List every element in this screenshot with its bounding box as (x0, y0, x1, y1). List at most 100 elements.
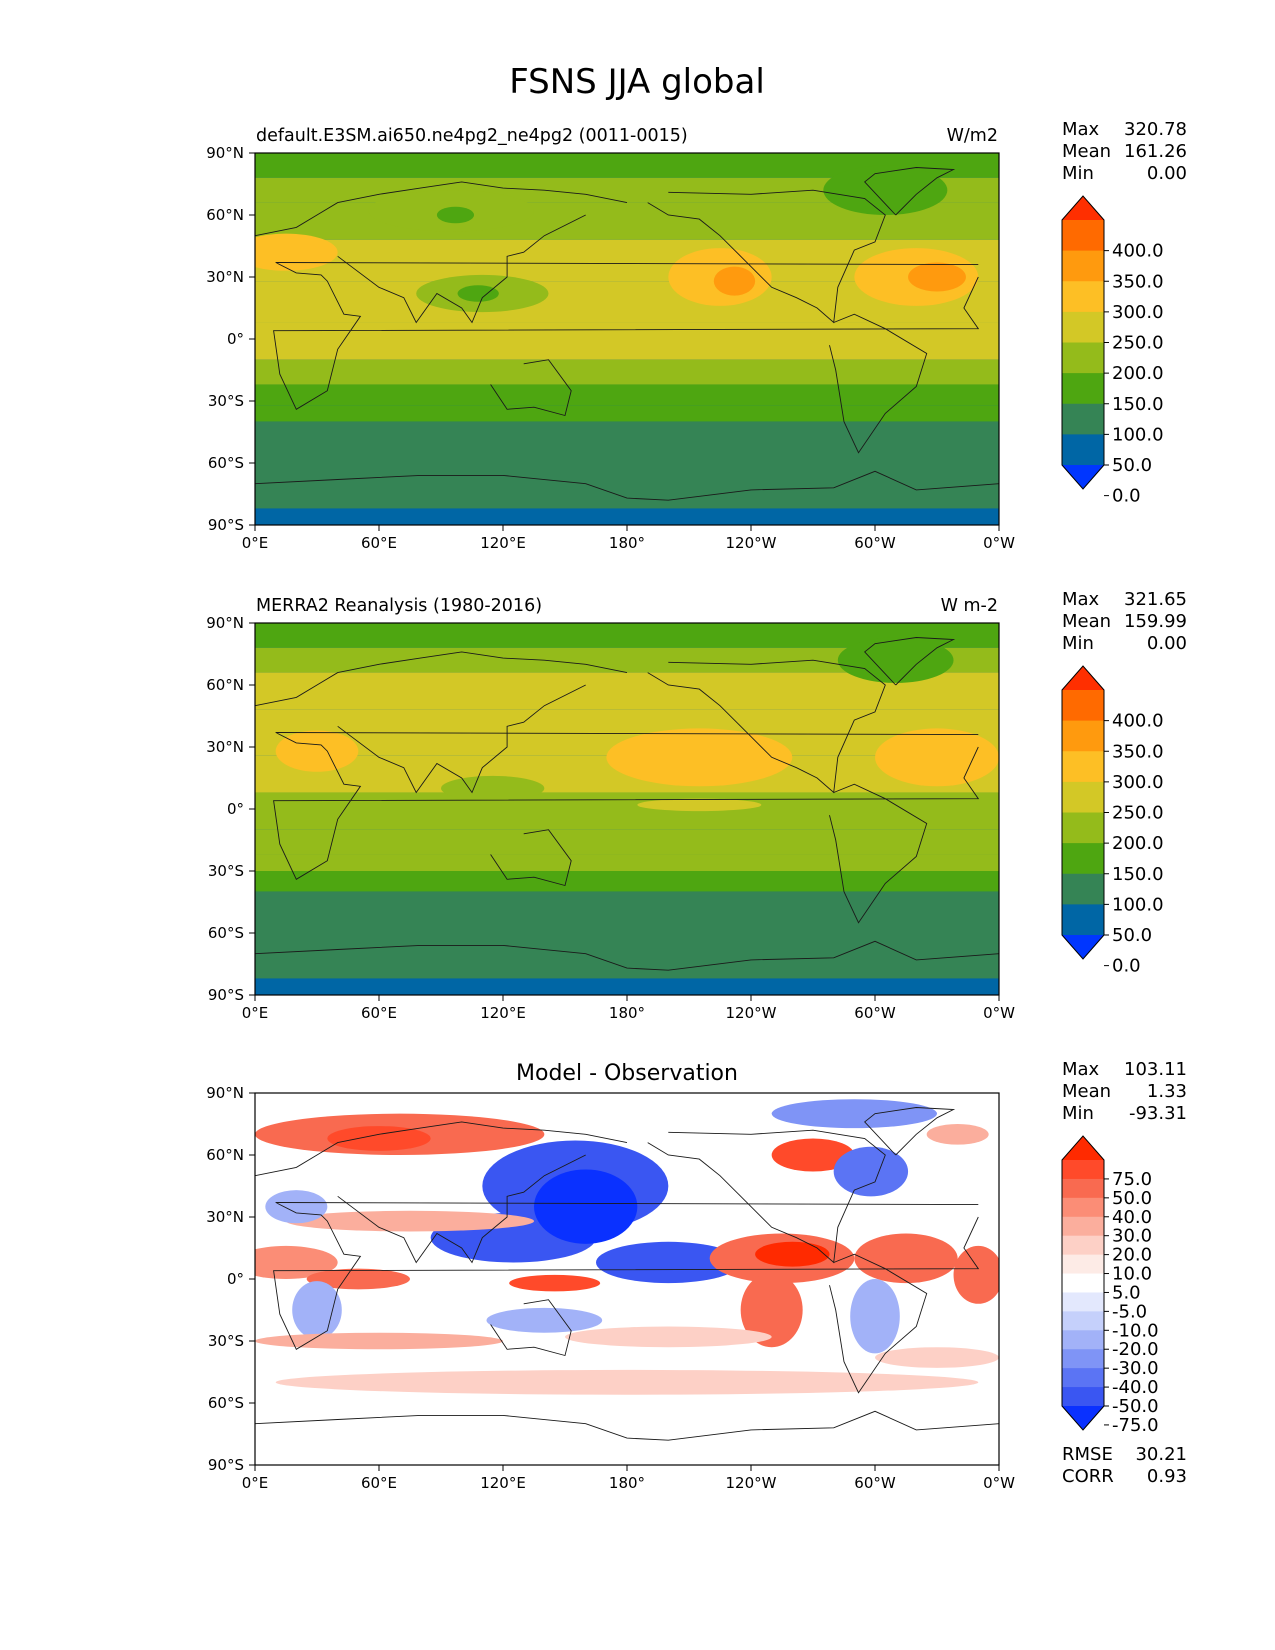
colorbar-label: -5.0 (1112, 1301, 1147, 1322)
panel-obs: MERRA2 Reanalysis (1980-2016) W m-2 90°N… (206, 589, 1187, 1022)
field-region (255, 233, 338, 271)
field-region (265, 1190, 328, 1224)
colorbar-extend-high (1062, 196, 1104, 220)
coastline (273, 732, 980, 880)
stat-min-value: 0.00 (1147, 633, 1187, 654)
field-region (292, 1281, 342, 1339)
lon-tick-label: 120°W (726, 534, 777, 552)
field-region (771, 1099, 937, 1129)
coastline (255, 940, 999, 971)
lon-tick-label: 0°E (242, 1474, 269, 1492)
lat-tick-label: 90°S (208, 1456, 244, 1474)
colorbar-label: 100.0 (1112, 424, 1164, 445)
lat-tick-label: 30°N (206, 738, 244, 756)
zonal-band (255, 829, 999, 855)
lat-ticks-obs: 90°N 60°N 30°N 0° 30°S 60°S 90°S (206, 614, 255, 1004)
lon-ticks-model: 0°E 60°E 120°E 180° 120°W 60°W 0°W (242, 525, 1015, 552)
coastline (829, 313, 928, 454)
lat-tick-label: 60°S (208, 454, 244, 472)
lon-tick-label: 60°W (854, 1474, 896, 1492)
lon-tick-label: 60°E (361, 534, 397, 552)
zonal-band (255, 359, 999, 385)
stats-model: Max 320.78 Mean 161.26 Min 0.00 (1062, 119, 1187, 184)
colorbar-obs: 400.0 350.0 300.0 250.0 200.0 150.0 100.0 50.0 0… (1061, 665, 1164, 977)
colorbar-swatch (1062, 904, 1104, 936)
zonal-band (255, 405, 999, 422)
stat-mean-label: Mean (1062, 611, 1111, 632)
stat-max-label: Max (1062, 589, 1100, 610)
lon-tick-label: 60°W (854, 1004, 896, 1022)
field-region (823, 165, 948, 215)
colorbar-label: 30.0 (1112, 1226, 1152, 1247)
panel-obs-units: W m-2 (941, 596, 998, 616)
error-stats: RMSE 30.21 CORR 0.93 (1062, 1444, 1187, 1487)
field-region (436, 206, 475, 224)
lon-tick-label: 120°E (480, 534, 526, 552)
corr-value: 0.93 (1147, 1466, 1187, 1487)
colorbar-extend-low (1062, 1406, 1104, 1430)
colorbar-extend-low (1062, 465, 1104, 489)
stat-mean-label: Mean (1062, 1081, 1111, 1102)
coastline (829, 783, 928, 924)
colorbar-swatch (1062, 220, 1104, 252)
map-field-model (255, 153, 999, 525)
lat-ticks-diff: 90°N 60°N 30°N 0° 30°S 60°S 90°S (206, 1084, 255, 1474)
colorbar-swatch (1062, 1235, 1104, 1256)
field-region (926, 1124, 989, 1145)
colorbar-swatch (1062, 281, 1104, 313)
coastline (273, 1202, 980, 1350)
colorbar-label: 50.0 (1112, 455, 1152, 476)
field-region (837, 637, 954, 683)
zonal-band (255, 978, 999, 995)
stat-max-value: 320.78 (1124, 119, 1187, 140)
stat-mean-value: 159.99 (1124, 611, 1187, 632)
colorbar-label: 20.0 (1112, 1245, 1152, 1266)
colorbar-swatch (1062, 250, 1104, 282)
lon-tick-label: 0°E (242, 1004, 269, 1022)
stat-max-value: 321.65 (1124, 589, 1187, 610)
colorbar-swatch (1062, 1349, 1104, 1369)
field-region (327, 1126, 431, 1151)
coastline (490, 829, 572, 887)
field-region (486, 1307, 603, 1333)
stat-min-value: 0.00 (1147, 163, 1187, 184)
field-region (771, 1138, 855, 1172)
coastline (864, 167, 956, 216)
lon-tick-label: 120°E (480, 1004, 526, 1022)
colorbar-label: 350.0 (1112, 741, 1164, 762)
colorbar-swatch (1062, 1178, 1104, 1199)
lat-tick-label: 0° (227, 1270, 244, 1288)
colorbar-label: 350.0 (1112, 271, 1164, 292)
zonal-band (255, 421, 999, 509)
lon-tick-label: 60°E (361, 1474, 397, 1492)
coastline (864, 637, 956, 686)
stat-min-label: Min (1062, 633, 1094, 654)
colorbar-label: 75.0 (1112, 1169, 1152, 1190)
field-region (755, 1241, 830, 1267)
lat-tick-label: 0° (227, 800, 244, 818)
colorbar-swatch (1062, 1368, 1104, 1388)
colorbar-extend-high (1062, 1136, 1104, 1160)
lon-tick-label: 120°W (726, 1004, 777, 1022)
zonal-band (255, 322, 999, 360)
lat-tick-label: 30°S (208, 1332, 244, 1350)
lat-tick-label: 90°N (206, 144, 244, 162)
colorbar-swatch (1062, 342, 1104, 374)
lon-tick-label: 60°W (854, 534, 896, 552)
zonal-band (255, 508, 999, 525)
lon-tick-label: 0°W (983, 534, 1015, 552)
field-region (908, 262, 966, 292)
coastline (255, 1121, 628, 1177)
coastline (490, 359, 572, 417)
panel-model: default.E3SM.ai650.ne4pg2_ne4pg2 (0011-0… (206, 119, 1187, 552)
lat-tick-label: 90°S (208, 986, 244, 1004)
colorbar-label: -10.0 (1112, 1320, 1159, 1341)
colorbar-label: 300.0 (1112, 772, 1164, 793)
panel-model-title: default.E3SM.ai650.ne4pg2_ne4pg2 (0011-0… (256, 126, 688, 146)
field-region (306, 1268, 411, 1290)
colorbar-swatch (1062, 403, 1104, 435)
lon-tick-label: 0°W (983, 1004, 1015, 1022)
coastline (337, 214, 586, 324)
field-region (457, 285, 499, 302)
colorbar-swatch (1062, 873, 1104, 905)
